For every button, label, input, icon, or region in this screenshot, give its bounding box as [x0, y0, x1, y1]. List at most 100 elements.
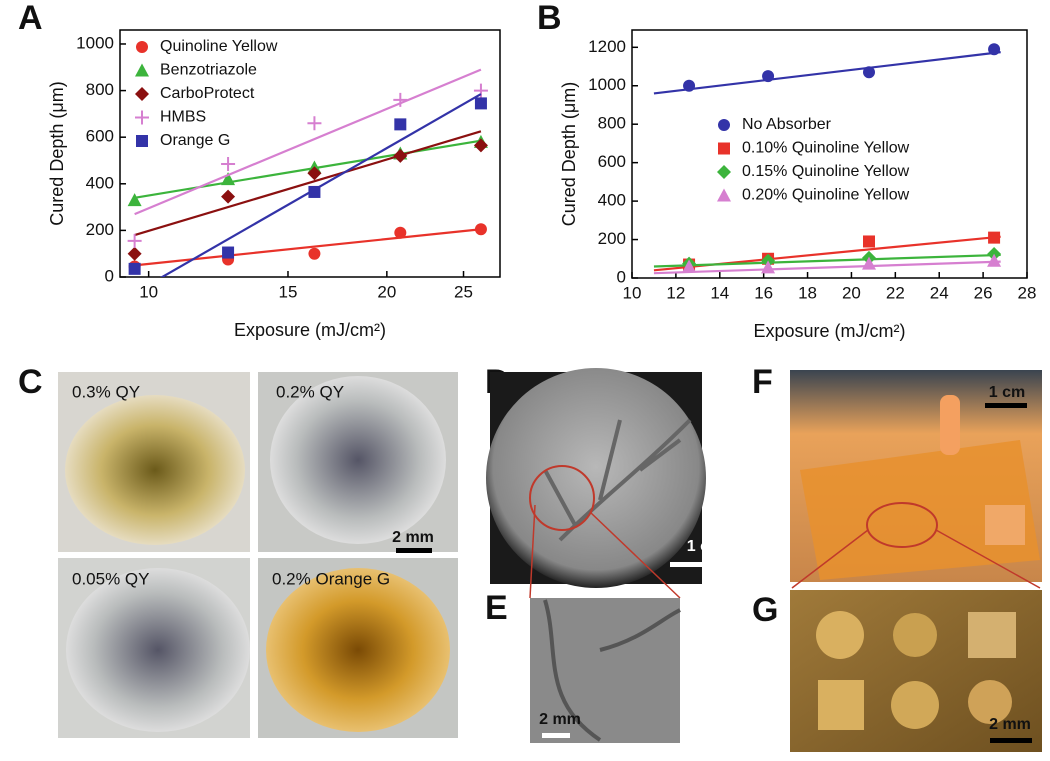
point	[308, 247, 321, 260]
photo-d-e: 1 cm 2 mm	[486, 368, 725, 743]
y-tick-label: 1000	[76, 33, 114, 52]
y-axis-label: Cured Depth (μm)	[559, 82, 579, 226]
x-tick-label: 28	[1018, 283, 1037, 302]
legend-label: Quinoline Yellow	[160, 38, 278, 55]
point	[221, 189, 236, 204]
photo-grid: 0.3% QY 0.2% QY 0.05% QY 0.2% Orange G 2…	[58, 372, 458, 738]
x-axis-label: Exposure (mJ/cm²)	[753, 321, 905, 341]
point	[683, 79, 696, 92]
point	[761, 260, 776, 274]
fit-line	[653, 51, 1001, 95]
zoom-line	[529, 504, 536, 599]
legend-marker	[135, 87, 149, 101]
y-tick-label: 600	[86, 127, 114, 146]
point	[128, 262, 141, 275]
legend-label: No Absorber	[742, 116, 832, 133]
zoom-line	[589, 511, 681, 599]
x-tick-label: 15	[279, 282, 298, 301]
scale-bar	[396, 548, 432, 553]
point	[988, 43, 1001, 56]
x-tick-label: 16	[754, 283, 773, 302]
y-tick-label: 600	[598, 152, 626, 171]
legend-marker	[135, 110, 149, 125]
point	[394, 226, 407, 239]
photo-label: 0.2% Orange G	[272, 569, 390, 588]
legend-marker	[717, 188, 731, 202]
x-tick-label: 10	[139, 282, 158, 301]
legend-label: 0.20% Quinoline Yellow	[742, 187, 910, 204]
y-tick-label: 0	[617, 267, 626, 286]
point	[222, 246, 235, 259]
fit-line	[134, 68, 482, 216]
legend-marker	[717, 165, 731, 179]
x-tick-label: 18	[798, 283, 817, 302]
photo-detail	[940, 395, 960, 455]
photo-detail	[985, 505, 1025, 545]
x-axis-label: Exposure (mJ/cm²)	[234, 320, 386, 340]
legend-label: Orange G	[160, 132, 230, 149]
y-tick-label: 200	[86, 220, 114, 239]
panel-label: F	[752, 363, 773, 401]
point	[988, 231, 1001, 244]
legend-marker	[135, 63, 149, 77]
y-tick-label: 1200	[588, 37, 626, 56]
photo-detail	[968, 680, 1012, 724]
scale-bar	[990, 738, 1032, 743]
plot-frame	[631, 29, 1028, 279]
fit-line	[160, 93, 482, 277]
photo-label: 0.2% QY	[276, 382, 344, 401]
plot-frame	[119, 29, 501, 278]
point	[863, 235, 875, 248]
x-tick-label: 20	[842, 283, 861, 302]
photo-detail	[816, 611, 864, 659]
y-axis-label: Cured Depth (μm)	[47, 81, 67, 225]
panel-label: G	[752, 591, 778, 629]
point	[473, 83, 488, 98]
point	[862, 256, 876, 270]
scale-bar-label: 2 mm	[539, 711, 581, 728]
scale-bar-label: 1 cm	[989, 384, 1025, 401]
legend-label: CarboProtect	[160, 85, 255, 102]
zoom-circle	[866, 502, 938, 548]
point	[308, 185, 321, 198]
photo-detail	[543, 599, 681, 742]
x-tick-label: 20	[377, 282, 396, 301]
y-tick-label: 1000	[588, 75, 626, 94]
scale-bar	[542, 733, 570, 738]
panel-label: A	[18, 0, 43, 37]
fit-line	[653, 253, 1001, 268]
photo-f-g: 1 cm 2 mm	[790, 370, 1042, 752]
point	[221, 172, 236, 186]
photo-detail	[893, 613, 937, 657]
point	[394, 118, 407, 131]
legend-label: Benzotriazole	[160, 62, 257, 79]
point	[127, 193, 142, 207]
scale-bar-label: 2 mm	[392, 529, 434, 546]
photo-object	[266, 568, 450, 732]
photo-label: 0.3% QY	[72, 382, 140, 401]
point	[307, 166, 322, 181]
photo-object	[66, 568, 250, 732]
point	[393, 148, 408, 163]
legend-marker	[136, 41, 148, 53]
point	[127, 233, 142, 248]
legend-label: 0.15% Quinoline Yellow	[742, 163, 910, 180]
fit-line	[653, 260, 1001, 275]
zoom-line	[935, 529, 1041, 589]
point	[762, 70, 775, 83]
legend-marker	[718, 119, 730, 131]
legend-marker	[136, 135, 148, 147]
panel-label: C	[18, 363, 43, 401]
x-tick-label: 10	[623, 283, 642, 302]
fit-line	[134, 228, 482, 267]
photo-object	[65, 395, 245, 545]
x-tick-label: 12	[666, 283, 685, 302]
y-tick-label: 0	[105, 266, 114, 285]
fit-line	[134, 139, 482, 199]
panel-label: E	[485, 589, 508, 627]
x-tick-label: 26	[974, 283, 993, 302]
y-tick-label: 200	[598, 229, 626, 248]
x-tick-label: 22	[886, 283, 905, 302]
scale-bar	[670, 562, 725, 567]
